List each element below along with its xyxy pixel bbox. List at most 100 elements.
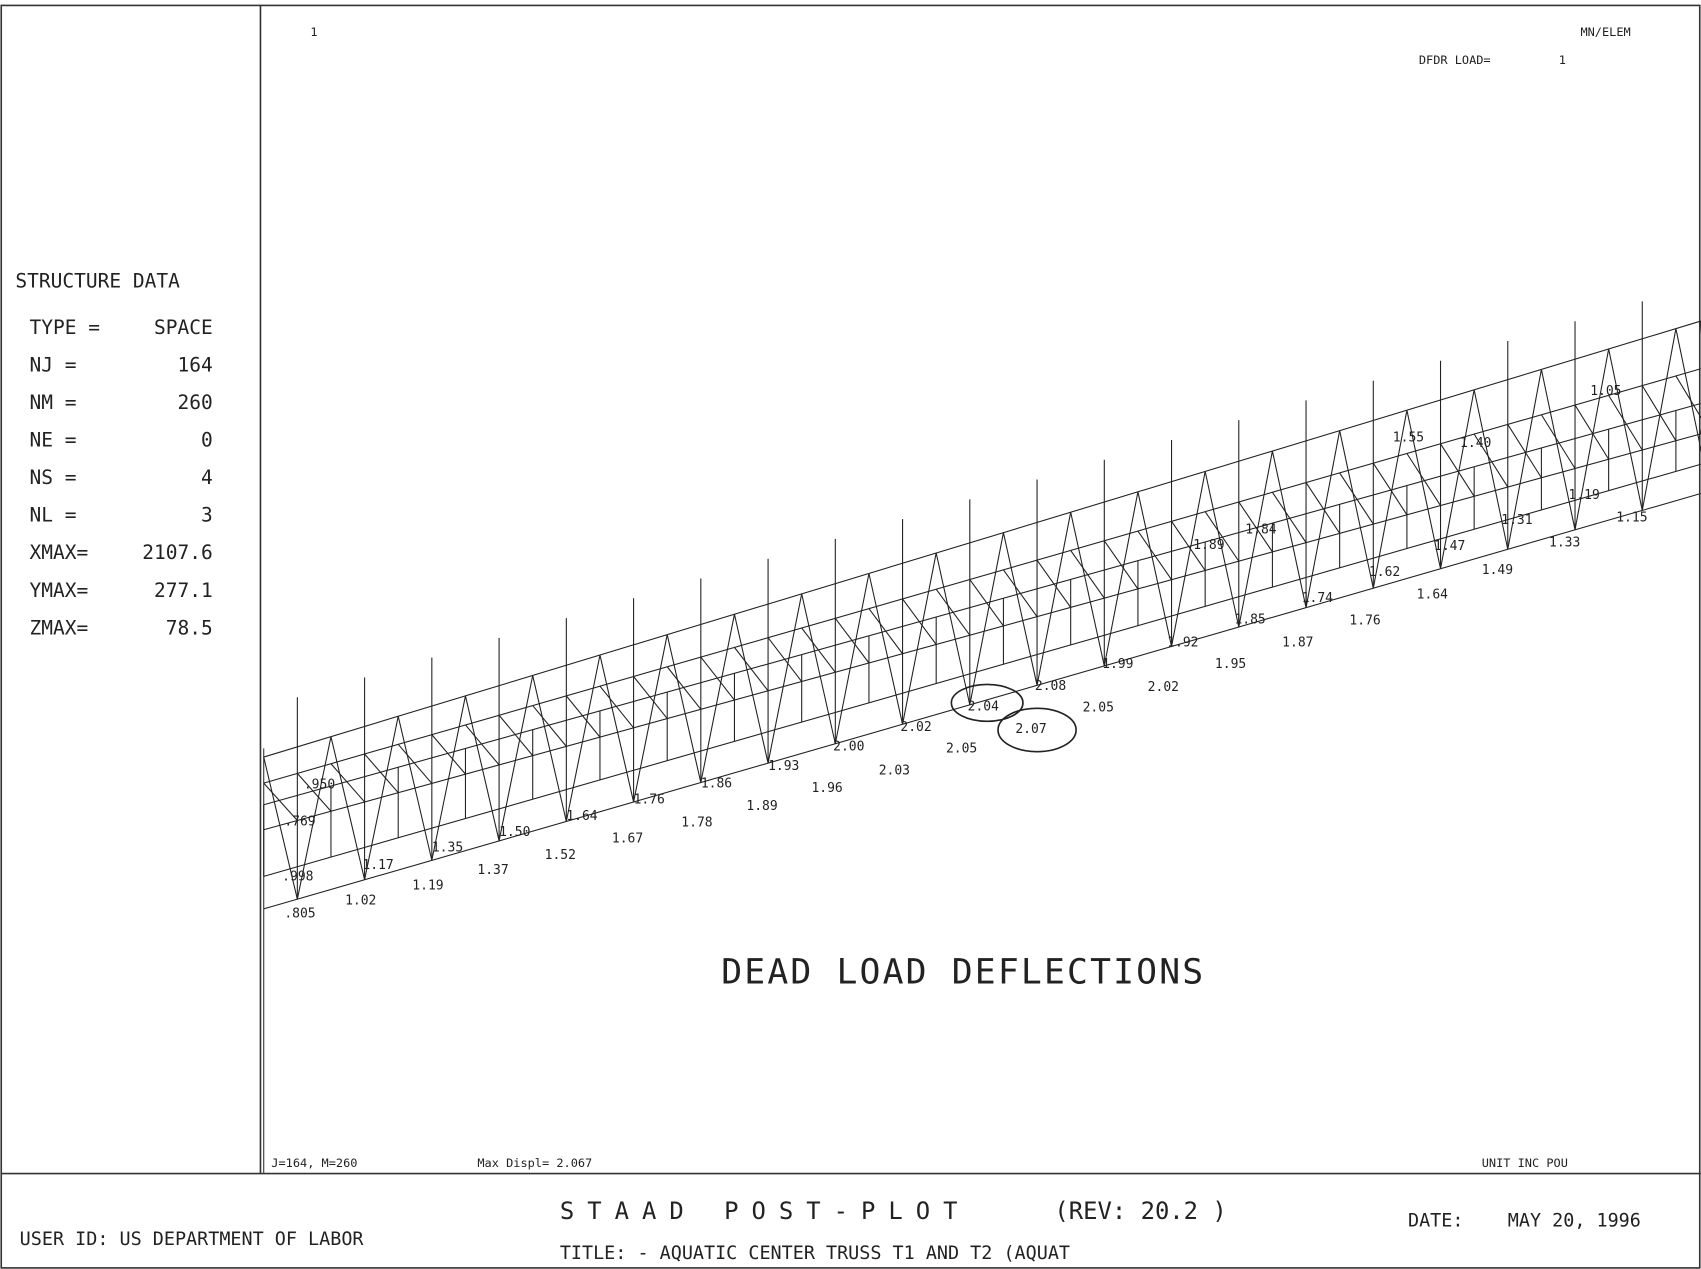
deflection-label: 2.05 bbox=[1083, 701, 1114, 716]
web bbox=[1272, 492, 1306, 542]
web bbox=[734, 614, 768, 763]
deflection-label: 2.02 bbox=[1148, 680, 1179, 695]
plot-title: DEAD LOAD DEFLECTIONS bbox=[721, 953, 1205, 993]
deflection-label: 1.15 bbox=[1616, 511, 1647, 526]
row-label: NM = bbox=[29, 391, 76, 414]
web bbox=[1676, 376, 1701, 431]
deflection-label: 1.35 bbox=[432, 840, 463, 855]
deflection-label: 1.62 bbox=[1369, 565, 1400, 580]
web bbox=[667, 635, 701, 783]
web bbox=[701, 614, 735, 782]
date: MAY 20, 1996 bbox=[1508, 1211, 1641, 1232]
deflection-label: 1.47 bbox=[1434, 539, 1465, 554]
deflection-label: 2.00 bbox=[833, 740, 864, 755]
drawing-title: TITLE: - AQUATIC CENTER TRUSS T1 AND T2 … bbox=[560, 1243, 1070, 1264]
row-value: 164 bbox=[177, 354, 212, 377]
web bbox=[1340, 473, 1374, 524]
web bbox=[331, 764, 365, 802]
web bbox=[802, 628, 836, 672]
deflection-label: 1.96 bbox=[811, 781, 842, 796]
deflection-label: 2.03 bbox=[879, 763, 910, 778]
row-label: TYPE = bbox=[29, 316, 100, 339]
web bbox=[465, 696, 499, 841]
web bbox=[1508, 424, 1542, 477]
user-id: USER ID: US DEPARTMENT OF LABOR bbox=[20, 1229, 365, 1250]
deflection-label: 1.55 bbox=[1393, 430, 1424, 445]
web bbox=[1172, 471, 1206, 646]
deflection-label: .805 bbox=[284, 907, 315, 922]
row-label: NE = bbox=[29, 429, 76, 452]
web bbox=[432, 696, 466, 860]
web bbox=[398, 716, 432, 860]
web bbox=[1104, 492, 1138, 666]
web bbox=[1441, 444, 1475, 496]
row-value: 3 bbox=[201, 504, 213, 527]
web bbox=[600, 655, 634, 802]
deflection-label: 1.19 bbox=[412, 878, 443, 893]
web bbox=[1239, 451, 1273, 627]
deflection-label: 1.76 bbox=[634, 793, 665, 808]
max-displacement: Max Displ= 2.067 bbox=[477, 1156, 592, 1170]
deflection-label: 1.17 bbox=[362, 858, 393, 873]
web bbox=[1407, 454, 1441, 506]
chord bbox=[264, 464, 1701, 876]
web bbox=[835, 573, 869, 743]
revision: (REV: 20.2 ) bbox=[1054, 1197, 1226, 1225]
deflection-label: 1.52 bbox=[545, 848, 576, 863]
row-value: SPACE bbox=[154, 316, 213, 339]
row-value: 4 bbox=[201, 466, 213, 489]
deflection-label: 1.02 bbox=[345, 894, 376, 909]
unit-label: UNIT INC POU bbox=[1482, 1156, 1568, 1170]
web bbox=[634, 635, 668, 802]
chord bbox=[264, 321, 1701, 757]
deflection-label: 1.33 bbox=[1549, 536, 1580, 551]
row-value: 78.5 bbox=[166, 616, 213, 639]
web bbox=[432, 735, 466, 775]
deflection-label: 1.78 bbox=[681, 815, 712, 830]
web bbox=[1306, 483, 1340, 534]
deflection-label: 1.89 bbox=[1193, 538, 1224, 553]
web bbox=[768, 638, 802, 682]
web bbox=[1205, 512, 1239, 561]
web bbox=[499, 715, 533, 755]
deflection-label: 1.05 bbox=[1590, 384, 1621, 399]
chord bbox=[264, 434, 1701, 830]
program-name: STAAD POST-PLOT bbox=[560, 1197, 971, 1225]
web bbox=[566, 696, 600, 737]
web bbox=[600, 686, 634, 728]
deflection-label: 1.95 bbox=[1215, 657, 1246, 672]
web bbox=[1138, 492, 1172, 647]
deflection-label: 2.08 bbox=[1035, 679, 1066, 694]
structure-title: STRUCTURE DATA bbox=[15, 269, 180, 292]
drawing: STRUCTURE DATA TYPE =SPACENJ =164NM =260… bbox=[0, 0, 1701, 1269]
deflection-label: 1.40 bbox=[1460, 436, 1491, 451]
deflection-label: 1.64 bbox=[566, 809, 597, 824]
deflection-label: .998 bbox=[282, 870, 313, 885]
row-value: 0 bbox=[201, 429, 213, 452]
load-label: DFDR LOAD= bbox=[1419, 53, 1491, 67]
deflection-label: 1.92 bbox=[1167, 635, 1198, 650]
web bbox=[802, 594, 836, 744]
web bbox=[734, 647, 768, 690]
web bbox=[768, 594, 802, 763]
row-label: NJ = bbox=[29, 354, 76, 377]
web bbox=[1071, 512, 1105, 666]
web bbox=[465, 725, 499, 765]
deflection-label: 1.93 bbox=[768, 759, 799, 774]
deflection-label: 1.89 bbox=[746, 799, 777, 814]
deflection-label: 1.49 bbox=[1482, 563, 1513, 578]
web bbox=[398, 744, 432, 783]
row-value: 277.1 bbox=[154, 579, 213, 602]
web bbox=[1575, 405, 1609, 459]
deflection-label: 1.76 bbox=[1349, 614, 1380, 629]
load-value: 1 bbox=[1559, 53, 1566, 67]
row-label: NS = bbox=[29, 466, 76, 489]
border bbox=[1, 5, 1700, 1267]
deflection-label: 2.04 bbox=[968, 699, 999, 714]
row-label: ZMAX= bbox=[29, 616, 88, 639]
chord bbox=[264, 403, 1701, 804]
web bbox=[1272, 451, 1306, 608]
deflection-label: 1.50 bbox=[499, 825, 530, 840]
joint-count: J=164, M=260 bbox=[271, 1156, 357, 1170]
row-value: 2107.6 bbox=[142, 541, 213, 564]
